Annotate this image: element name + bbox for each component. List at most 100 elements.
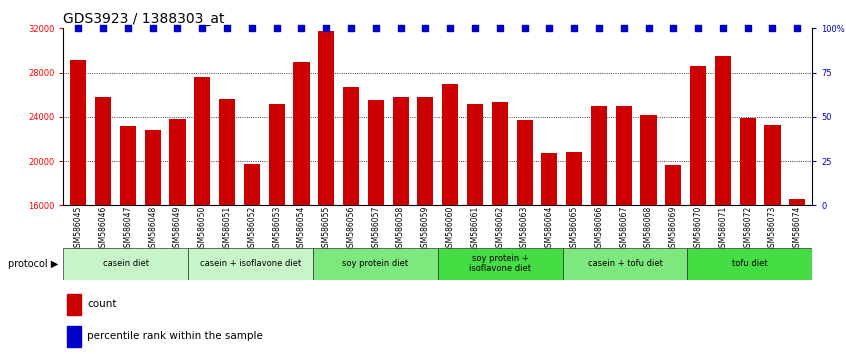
Bar bbox=[67, 326, 81, 347]
Text: percentile rank within the sample: percentile rank within the sample bbox=[87, 331, 263, 341]
Bar bbox=[687, 248, 812, 280]
Bar bbox=[739, 118, 755, 205]
Text: GSM586057: GSM586057 bbox=[371, 205, 381, 252]
Bar bbox=[219, 99, 235, 205]
Bar bbox=[368, 100, 384, 205]
Bar bbox=[393, 97, 409, 205]
Point bbox=[642, 25, 656, 31]
Bar bbox=[566, 152, 582, 205]
Point bbox=[617, 25, 630, 31]
Point bbox=[691, 25, 705, 31]
Text: protocol ▶: protocol ▶ bbox=[8, 259, 58, 269]
Point bbox=[468, 25, 481, 31]
Bar bbox=[437, 248, 563, 280]
Point bbox=[171, 25, 184, 31]
Text: GSM586067: GSM586067 bbox=[619, 205, 629, 252]
Bar bbox=[417, 97, 433, 205]
Text: GSM586062: GSM586062 bbox=[495, 205, 504, 252]
Bar bbox=[294, 62, 310, 205]
Point bbox=[667, 25, 680, 31]
Point bbox=[270, 25, 283, 31]
Point bbox=[96, 25, 110, 31]
Point bbox=[419, 25, 432, 31]
Text: GSM586058: GSM586058 bbox=[396, 205, 405, 252]
Text: casein diet: casein diet bbox=[103, 259, 149, 268]
Bar bbox=[442, 84, 459, 205]
Text: GSM586049: GSM586049 bbox=[173, 205, 182, 252]
Bar bbox=[765, 125, 781, 205]
Bar bbox=[318, 30, 334, 205]
Bar bbox=[343, 87, 359, 205]
Point bbox=[568, 25, 581, 31]
Point bbox=[493, 25, 507, 31]
Point bbox=[72, 25, 85, 31]
Point bbox=[344, 25, 358, 31]
Text: casein + tofu diet: casein + tofu diet bbox=[587, 259, 662, 268]
Text: GSM586060: GSM586060 bbox=[446, 205, 454, 252]
Text: GSM586066: GSM586066 bbox=[595, 205, 603, 252]
Text: count: count bbox=[87, 299, 117, 309]
Bar bbox=[63, 248, 188, 280]
Point bbox=[592, 25, 606, 31]
Bar bbox=[517, 120, 533, 205]
Bar bbox=[120, 126, 136, 205]
Text: soy protein diet: soy protein diet bbox=[343, 259, 409, 268]
Text: GSM586048: GSM586048 bbox=[148, 205, 157, 252]
Bar bbox=[690, 66, 706, 205]
Bar bbox=[492, 102, 508, 205]
Text: soy protein +
isoflavone diet: soy protein + isoflavone diet bbox=[470, 254, 531, 273]
Text: GSM586052: GSM586052 bbox=[247, 205, 256, 252]
Text: GSM586063: GSM586063 bbox=[520, 205, 529, 252]
Point bbox=[146, 25, 159, 31]
Point bbox=[542, 25, 556, 31]
Text: GSM586074: GSM586074 bbox=[793, 205, 802, 252]
Bar bbox=[67, 294, 81, 315]
Text: GDS3923 / 1388303_at: GDS3923 / 1388303_at bbox=[63, 12, 225, 26]
Point bbox=[121, 25, 135, 31]
Bar bbox=[188, 248, 313, 280]
Text: GSM586064: GSM586064 bbox=[545, 205, 554, 252]
Point bbox=[369, 25, 382, 31]
Point bbox=[741, 25, 755, 31]
Point bbox=[195, 25, 209, 31]
Text: GSM586051: GSM586051 bbox=[222, 205, 232, 252]
Bar bbox=[169, 119, 185, 205]
Text: GSM586068: GSM586068 bbox=[644, 205, 653, 252]
Text: GSM586072: GSM586072 bbox=[743, 205, 752, 252]
Text: GSM586047: GSM586047 bbox=[124, 205, 133, 252]
Text: GSM586046: GSM586046 bbox=[99, 205, 107, 252]
Text: GSM586053: GSM586053 bbox=[272, 205, 281, 252]
Bar bbox=[195, 77, 211, 205]
Point bbox=[518, 25, 531, 31]
Bar bbox=[616, 106, 632, 205]
Bar bbox=[145, 130, 161, 205]
Text: GSM586045: GSM586045 bbox=[74, 205, 83, 252]
Point bbox=[790, 25, 804, 31]
Bar bbox=[467, 104, 483, 205]
Point bbox=[320, 25, 333, 31]
Bar bbox=[244, 164, 260, 205]
Text: casein + isoflavone diet: casein + isoflavone diet bbox=[200, 259, 301, 268]
Bar bbox=[563, 248, 687, 280]
Bar bbox=[95, 97, 111, 205]
Text: GSM586056: GSM586056 bbox=[347, 205, 355, 252]
Point bbox=[443, 25, 457, 31]
Text: GSM586055: GSM586055 bbox=[321, 205, 331, 252]
Point bbox=[245, 25, 259, 31]
Text: GSM586059: GSM586059 bbox=[421, 205, 430, 252]
Text: GSM586071: GSM586071 bbox=[718, 205, 728, 252]
Bar bbox=[541, 153, 558, 205]
Bar bbox=[591, 106, 607, 205]
Bar bbox=[313, 248, 437, 280]
Text: GSM586050: GSM586050 bbox=[198, 205, 206, 252]
Text: GSM586070: GSM586070 bbox=[694, 205, 703, 252]
Bar bbox=[640, 115, 656, 205]
Text: GSM586069: GSM586069 bbox=[669, 205, 678, 252]
Bar bbox=[268, 104, 285, 205]
Text: GSM586073: GSM586073 bbox=[768, 205, 777, 252]
Text: GSM586061: GSM586061 bbox=[470, 205, 480, 252]
Bar bbox=[789, 199, 805, 205]
Point bbox=[394, 25, 408, 31]
Point bbox=[766, 25, 779, 31]
Text: GSM586065: GSM586065 bbox=[569, 205, 579, 252]
